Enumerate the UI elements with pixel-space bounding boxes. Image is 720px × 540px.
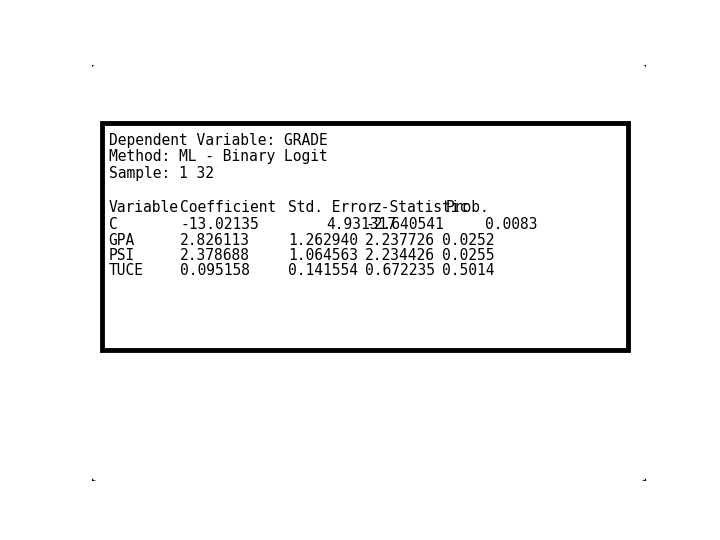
- Text: z-Statistic: z-Statistic: [373, 200, 469, 215]
- Bar: [102, 123, 629, 350]
- Text: 0.672235: 0.672235: [365, 264, 435, 279]
- Text: 0.5014: 0.5014: [442, 264, 495, 279]
- Text: Variable: Variable: [109, 200, 179, 215]
- FancyBboxPatch shape: [90, 63, 648, 482]
- Text: 2.826113: 2.826113: [180, 233, 251, 248]
- Text: Std. Error: Std. Error: [288, 200, 376, 215]
- Text: 0.0255: 0.0255: [442, 248, 495, 263]
- Text: 2.378688: 2.378688: [180, 248, 251, 263]
- Text: 1.064563: 1.064563: [288, 248, 358, 263]
- Text: Prob.: Prob.: [446, 200, 490, 215]
- Text: 0.0083: 0.0083: [485, 217, 537, 232]
- Text: 4.931317: 4.931317: [327, 217, 397, 232]
- Text: Dependent Variable: GRADE: Dependent Variable: GRADE: [109, 132, 328, 147]
- Text: Sample: 1 32: Sample: 1 32: [109, 166, 214, 181]
- Text: TUCE: TUCE: [109, 264, 144, 279]
- Text: 2.234426: 2.234426: [365, 248, 435, 263]
- Text: PSI: PSI: [109, 248, 135, 263]
- Text: -13.02135: -13.02135: [180, 217, 259, 232]
- Text: GPA: GPA: [109, 233, 135, 248]
- Text: -2.640541: -2.640541: [365, 217, 444, 232]
- Text: 2.237726: 2.237726: [365, 233, 435, 248]
- Text: C: C: [109, 217, 117, 232]
- Text: Method: ML - Binary Logit: Method: ML - Binary Logit: [109, 150, 328, 165]
- Text: Coefficient: Coefficient: [180, 200, 276, 215]
- Text: 0.095158: 0.095158: [180, 264, 251, 279]
- Text: 1.262940: 1.262940: [288, 233, 358, 248]
- Text: 0.141554: 0.141554: [288, 264, 358, 279]
- Text: 0.0252: 0.0252: [442, 233, 495, 248]
